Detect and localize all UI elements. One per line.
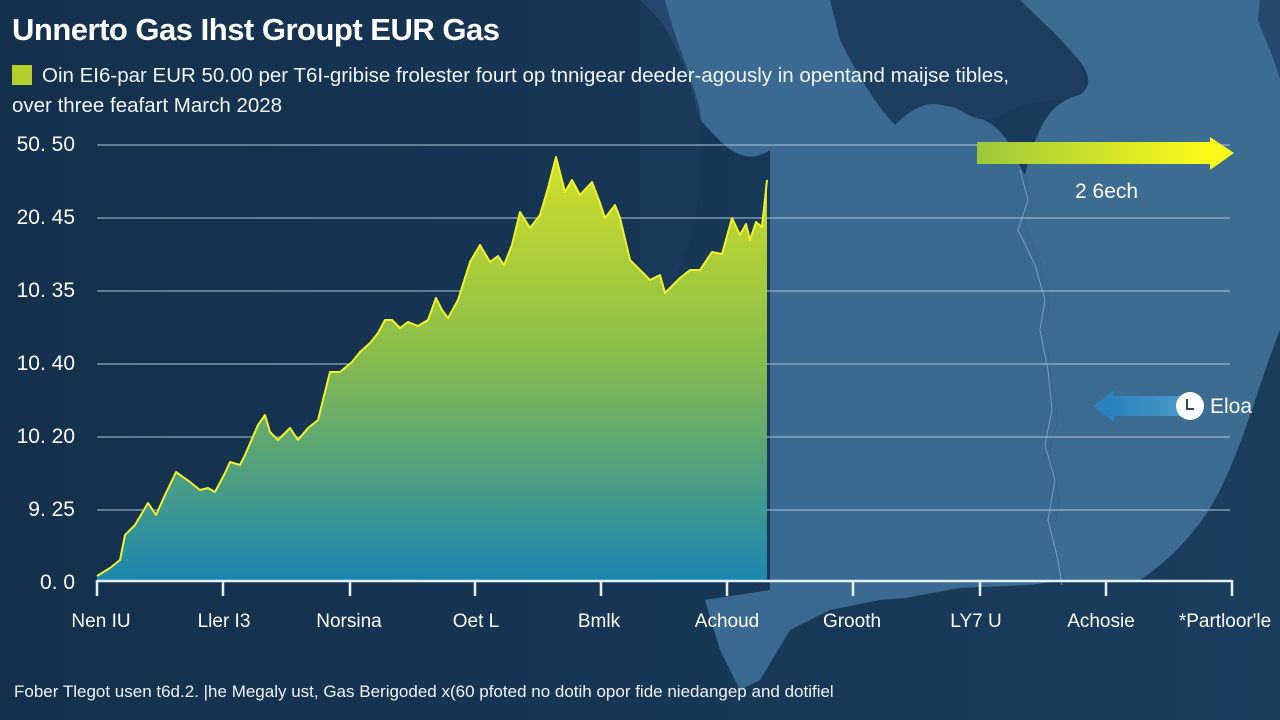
x-tick-label: *Partloor'le [1178,611,1272,632]
y-tick-label: 0. 0 [39,571,75,594]
y-tick-label: 9. 25 [28,498,75,521]
y-tick-label: 20. 45 [16,206,75,229]
left-arrow-icon [1093,390,1186,422]
chart-title: Unnerto Gas Ihst Groupt EUR Gas [12,12,500,47]
x-tick-label: Norsina [316,611,382,632]
right-arrow-icon [977,137,1234,170]
x-axis [95,579,1234,596]
x-tick-label: Grooth [822,611,882,632]
subtitle-line-1: Oin EI6-par EUR 50.00 per T6I-gribise fr… [42,64,1010,87]
right-arrow-label: 2 6ech [1075,180,1139,203]
clock-icon [1176,392,1204,420]
footnote: Fober Tlegot usen t6d.2. |he Megaly ust,… [14,682,834,701]
x-tick-label: Achoud [694,611,760,632]
x-tick-label: Bmlk [577,611,621,632]
y-tick-label: 10. 20 [16,425,75,448]
y-tick-label: 10. 35 [16,279,75,302]
x-tick-label: Oet L [452,611,500,632]
x-tick-label: Achosie [1067,611,1135,632]
area-series-line [96,156,768,577]
x-tick-label: Nen IU [71,611,131,632]
subtitle-line-2: over three feafart March 2028 [12,94,283,117]
chart-subtitle: Oin EI6-par EUR 50.00 per T6I-gribise fr… [12,61,1172,121]
left-arrow-label: Eloa [1210,395,1253,418]
y-tick-label: 50. 50 [16,133,75,156]
y-tick-label: 10. 40 [16,352,75,375]
x-tick-label: Ller I3 [197,611,251,632]
area-series-fill [97,157,767,580]
x-tick-label: LY7 U [950,611,1002,632]
legend-swatch [12,65,32,85]
